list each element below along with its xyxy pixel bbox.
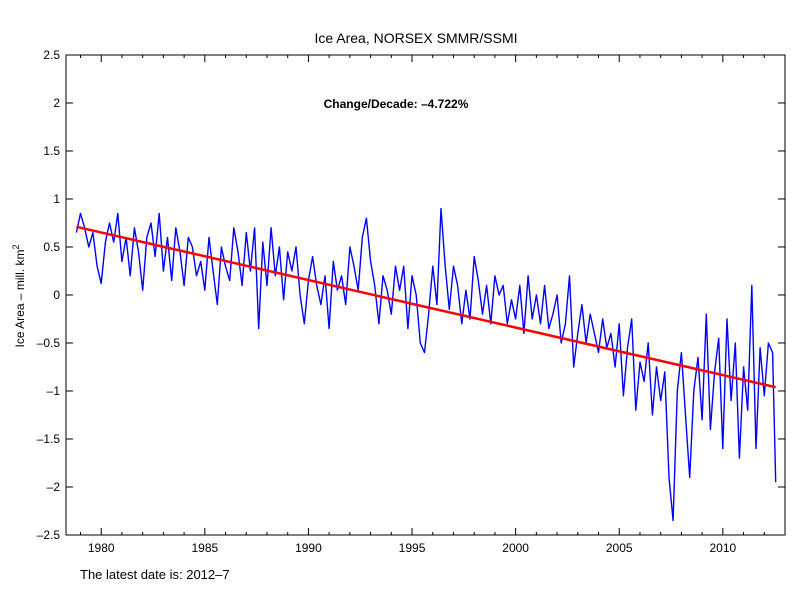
y-ticks: –2.5 –2 –1.5 –1 –0.5 0 0.5 1 1.5 2 2.5 [37, 48, 785, 542]
chart-title: Ice Area, NORSEX SMMR/SSMI [314, 30, 517, 46]
series-layer [75, 207, 777, 522]
y-tick-label: –1 [47, 384, 61, 398]
y-tick-label: –0.5 [37, 336, 61, 350]
chart-annotation: Change/Decade: –4.722% [324, 97, 469, 111]
x-tick-label: 1995 [399, 541, 426, 555]
y-tick-label: –2 [47, 480, 61, 494]
trend-line [76, 225, 776, 389]
y-axis-title-group: Ice Area – mill. km2 [11, 244, 27, 347]
x-tick-label: 1985 [191, 541, 218, 555]
y-tick-label: –2.5 [37, 528, 61, 542]
y-tick-label: 2.5 [43, 48, 60, 62]
x-tick-label: 2005 [606, 541, 633, 555]
y-axis-title-text: Ice Area – mill. km [13, 249, 27, 347]
y-tick-label: –1.5 [37, 432, 61, 446]
y-tick-label: 0 [53, 288, 60, 302]
x-tick-label: 2010 [709, 541, 736, 555]
y-tick-label: 2 [53, 96, 60, 110]
plot-frame [65, 54, 786, 536]
x-tick-label: 1990 [295, 541, 322, 555]
ice-area-series-line [75, 207, 777, 522]
x-ticks: 1980 1985 1990 1995 2000 2005 2010 [80, 55, 786, 555]
y-axis-title-superscript: 2 [11, 244, 21, 249]
y-tick-label: 1 [53, 192, 60, 206]
y-tick-label: 0.5 [43, 240, 60, 254]
y-axis-title: Ice Area – mill. km2 [11, 244, 27, 347]
x-tick-label: 2000 [502, 541, 529, 555]
y-tick-label: 1.5 [43, 144, 60, 158]
x-tick-label: 1980 [88, 541, 115, 555]
latest-date-footer: The latest date is: 2012–7 [80, 567, 230, 582]
